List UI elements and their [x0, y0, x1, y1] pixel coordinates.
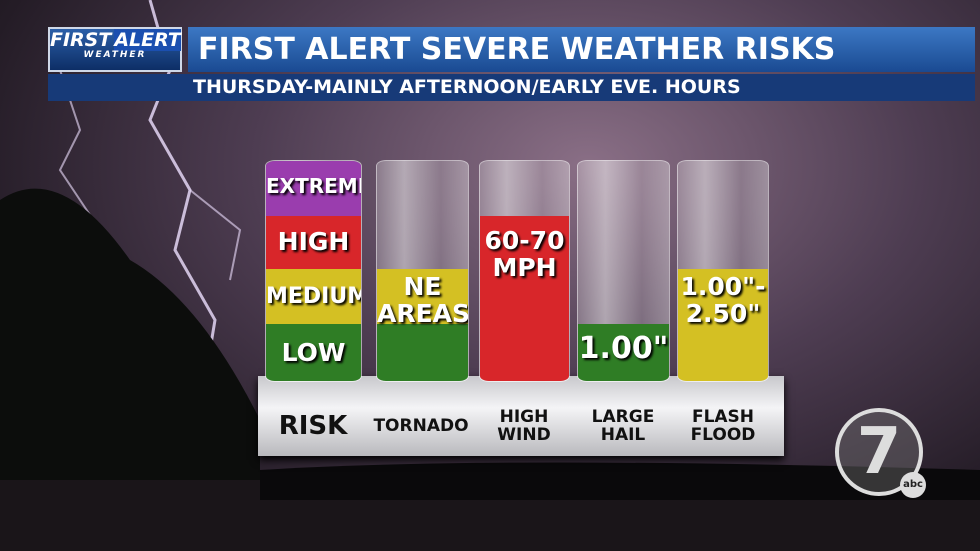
risk-text: AREAS	[377, 299, 469, 328]
platform	[258, 376, 784, 456]
risk-text: 1.00"	[578, 331, 669, 366]
risk-text: MPH	[492, 253, 557, 282]
network-logo: abc	[900, 472, 926, 498]
fill	[377, 269, 468, 324]
column-label: WIND	[497, 425, 551, 445]
level-medium	[266, 269, 361, 324]
station-number: 7	[856, 415, 902, 489]
level-label: HIGH	[277, 227, 350, 256]
risk-text: NE	[403, 272, 442, 301]
legend-cylinder: EXTREME HIGH MEDIUM LOW	[265, 160, 362, 382]
column-label: LARGE	[591, 407, 655, 427]
fill	[377, 324, 468, 381]
level-label: MEDIUM	[266, 284, 362, 309]
hail-cylinder: 1.00"	[577, 160, 670, 382]
risk-text: 1.00"-	[680, 272, 766, 301]
risk-label: RISK	[278, 411, 348, 441]
fill	[480, 216, 569, 381]
column-label: HIGH	[499, 407, 549, 427]
logo-first: FIRST	[50, 29, 112, 51]
subtitle: THURSDAY-MAINLY AFTERNOON/EARLY EVE. HOU…	[48, 74, 975, 101]
risk-text: 2.50"	[685, 299, 761, 328]
level-label: LOW	[281, 338, 346, 367]
level-label: EXTREME	[266, 174, 362, 198]
logo: FIRST ALERT WEATHER	[48, 27, 182, 72]
fill	[578, 324, 669, 381]
column-label: TORNADO	[373, 416, 469, 436]
logo-alert: ALERT	[114, 29, 181, 51]
column-label: HAIL	[600, 425, 646, 445]
flood-cylinder: 1.00"- 2.50"	[677, 160, 769, 382]
column-label: FLOOD	[690, 425, 756, 445]
level-low	[266, 324, 361, 381]
title: FIRST ALERT SEVERE WEATHER RISKS	[188, 27, 975, 72]
tornado-cylinder: NE AREAS	[376, 160, 469, 382]
fill	[678, 269, 768, 381]
wind-cylinder: 60-70 MPH	[479, 160, 570, 382]
level-extreme	[266, 161, 361, 216]
column-label: FLASH	[691, 407, 755, 427]
logo-weather: WEATHER	[83, 50, 147, 60]
level-high	[266, 216, 361, 269]
risk-text: 60-70	[484, 226, 565, 255]
